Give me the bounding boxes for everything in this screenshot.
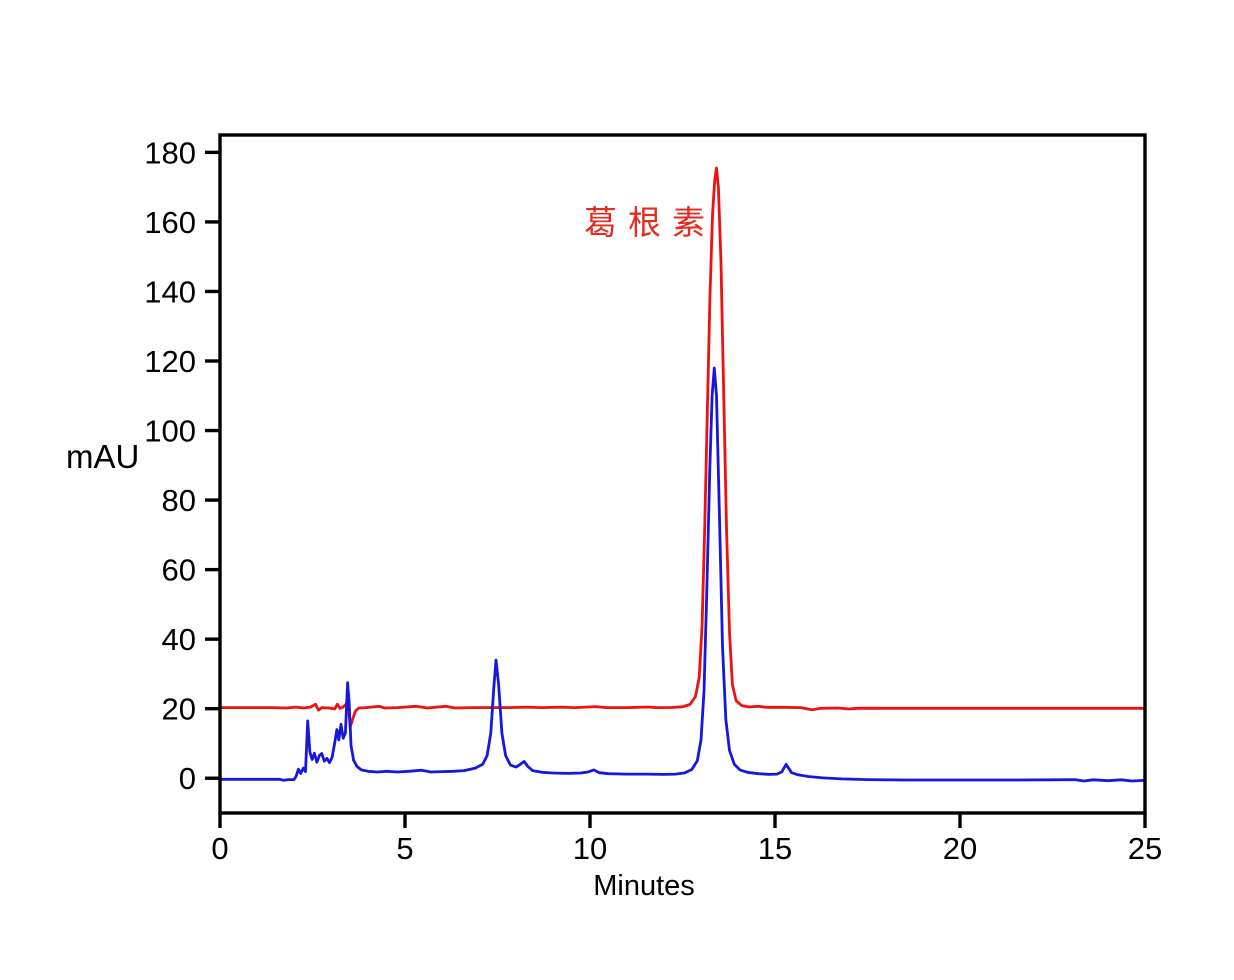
blue-trace-baseline-0mAU [218,366,1147,783]
y-tick-label: 20 [162,692,196,727]
y-tick-label: 40 [162,622,196,657]
x-tick-label: 10 [573,831,607,866]
x-tick-label: 20 [943,831,977,866]
y-tick-label: 100 [144,414,196,449]
y-tick-label: 160 [144,205,196,240]
red-trace-offset-baseline-20mAU [218,166,1147,729]
x-tick-label: 25 [1128,831,1162,866]
y-tick-label: 0 [179,761,196,796]
x-tick-label: 15 [758,831,792,866]
x-tick-label: 0 [211,831,228,866]
y-tick-label: 80 [162,483,196,518]
y-tick-label: 60 [162,553,196,588]
plot-border [218,133,1147,815]
x-tick-label: 5 [396,831,413,866]
y-tick-label: 180 [144,135,196,170]
x-axis-title: Minutes [593,870,695,902]
y-tick-label: 140 [144,274,196,309]
y-tick-label: 120 [144,344,196,379]
peak-annotation-puerarin: 葛根素 [584,203,716,242]
y-axis-title: mAU [66,438,140,475]
